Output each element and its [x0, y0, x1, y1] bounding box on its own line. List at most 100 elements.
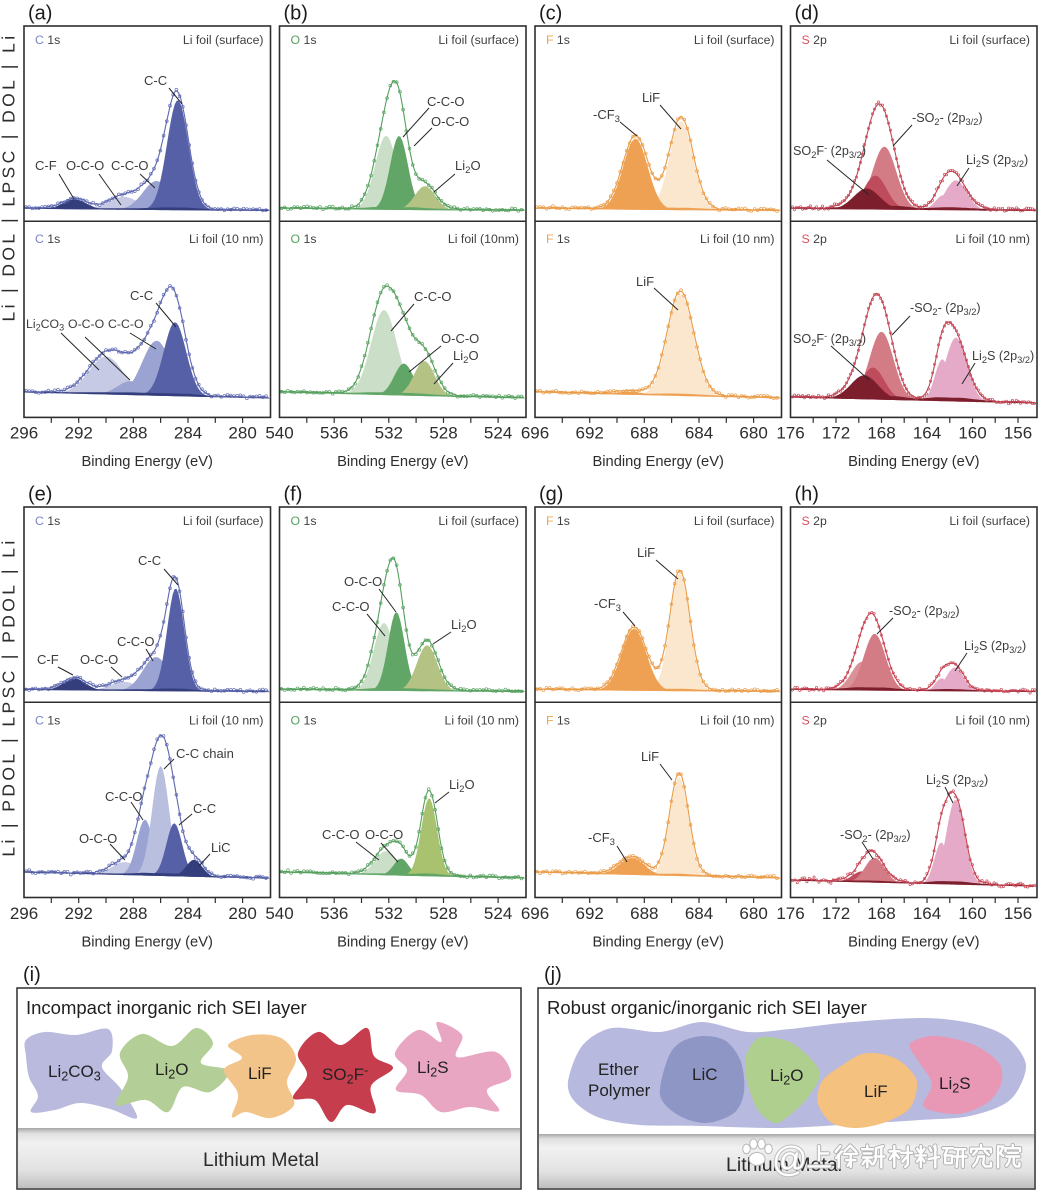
- svg-text:Li foil (surface): Li foil (surface): [438, 33, 519, 47]
- svg-text:O-C-O: O-C-O: [344, 574, 382, 589]
- svg-text:C-F: C-F: [35, 158, 57, 173]
- svg-text:168: 168: [867, 424, 895, 443]
- svg-text:540: 540: [265, 424, 293, 443]
- svg-text:(b): (b): [284, 3, 308, 25]
- svg-text:C-C-O: C-C-O: [117, 634, 155, 649]
- svg-text:Li foil (10 nm): Li foil (10 nm): [189, 232, 264, 246]
- svg-text:O 1s: O 1s: [291, 514, 317, 528]
- svg-text:172: 172: [822, 424, 850, 443]
- svg-text:280: 280: [228, 424, 256, 443]
- svg-text:C-C: C-C: [144, 73, 167, 88]
- svg-text:Robust organic/inorganic rich: Robust organic/inorganic rich SEI layer: [547, 997, 867, 1018]
- svg-text:(a): (a): [28, 3, 52, 25]
- svg-text:O 1s: O 1s: [291, 232, 317, 246]
- svg-text:O 1s: O 1s: [291, 713, 317, 727]
- svg-text:Li2​S (2p3/2​): Li2​S (2p3/2​): [926, 773, 988, 789]
- svg-text:(e): (e): [28, 484, 52, 506]
- svg-text:692: 692: [576, 424, 604, 443]
- svg-text:C-C chain: C-C chain: [176, 746, 234, 761]
- svg-text:Li foil (10nm): Li foil (10nm): [448, 232, 519, 246]
- svg-text:LiF: LiF: [248, 1064, 272, 1083]
- svg-text:Li foil (surface): Li foil (surface): [694, 33, 775, 47]
- svg-text:F 1s: F 1s: [546, 514, 570, 528]
- svg-text:172: 172: [822, 904, 850, 923]
- svg-text:Li foil (10 nm): Li foil (10 nm): [189, 713, 264, 727]
- svg-text:-SO2​- (2p3/2​): -SO2​- (2p3/2​): [912, 111, 983, 127]
- svg-text:296: 296: [10, 904, 38, 923]
- svg-text:C-C-O: C-C-O: [414, 289, 452, 304]
- svg-text:SO2​F-​: SO2​F-​: [322, 1064, 368, 1087]
- svg-text:Li2​O: Li2​O: [455, 158, 481, 176]
- svg-text:C-C: C-C: [130, 288, 153, 303]
- svg-text:Li2​S (2p3/2​): Li2​S (2p3/2​): [966, 153, 1028, 169]
- svg-text:292: 292: [65, 904, 93, 923]
- svg-text:C-C-O: C-C-O: [332, 599, 370, 614]
- svg-text:-SO2​- (2p3/2​): -SO2​- (2p3/2​): [840, 828, 911, 844]
- svg-text:(f): (f): [284, 484, 303, 506]
- svg-text:176: 176: [776, 424, 804, 443]
- svg-text:-SO2​- (2p3/2​): -SO2​- (2p3/2​): [910, 301, 981, 317]
- svg-text:-CF3​: -CF3​: [593, 107, 620, 125]
- svg-text:(i): (i): [23, 964, 41, 986]
- svg-text:Ether: Ether: [598, 1060, 639, 1079]
- svg-text:Li foil (surface): Li foil (surface): [183, 514, 264, 528]
- svg-text:Li2​O: Li2​O: [770, 1066, 803, 1088]
- svg-text:Li foil (10 nm): Li foil (10 nm): [956, 713, 1031, 727]
- svg-text:C-C: C-C: [138, 553, 161, 568]
- svg-text:Li foil (10 nm): Li foil (10 nm): [956, 232, 1031, 246]
- svg-text:292: 292: [65, 424, 93, 443]
- svg-text:528: 528: [429, 424, 457, 443]
- svg-text:Li2​O: Li2​O: [453, 348, 479, 366]
- svg-text:684: 684: [685, 904, 713, 923]
- svg-text:Li2​O: Li2​O: [155, 1060, 188, 1082]
- svg-text:LiF: LiF: [641, 749, 659, 764]
- svg-text:F 1s: F 1s: [546, 232, 570, 246]
- svg-text:LiC: LiC: [211, 840, 231, 855]
- svg-text:Li2​S (2p3/2​): Li2​S (2p3/2​): [964, 639, 1026, 655]
- svg-text:S 2p: S 2p: [802, 33, 827, 47]
- svg-text:Incompact inorganic rich SEI l: Incompact inorganic rich SEI layer: [26, 997, 307, 1018]
- svg-text:LiC: LiC: [692, 1065, 718, 1084]
- svg-text:Li foil (surface): Li foil (surface): [694, 514, 775, 528]
- svg-text:Binding Energy (eV): Binding Energy (eV): [81, 454, 212, 470]
- svg-text:168: 168: [867, 904, 895, 923]
- svg-text:Li2​O: Li2​O: [451, 617, 477, 635]
- svg-text:164: 164: [913, 424, 941, 443]
- svg-text:288: 288: [119, 424, 147, 443]
- svg-text:F 1s: F 1s: [546, 33, 570, 47]
- svg-text:Li2​CO3​: Li2​CO3​: [48, 1062, 101, 1084]
- svg-text:280: 280: [228, 904, 256, 923]
- svg-text:(j): (j): [544, 964, 562, 986]
- svg-text:156: 156: [1004, 904, 1032, 923]
- svg-text:O-C-O: O-C-O: [79, 831, 117, 846]
- svg-text:Li | DOL | LPSC | DOL | Li: Li | DOL | LPSC | DOL | Li: [0, 32, 19, 321]
- svg-text:(h): (h): [795, 484, 819, 506]
- svg-text:164: 164: [913, 904, 941, 923]
- svg-text:S 2p: S 2p: [802, 232, 827, 246]
- svg-text:Li | PDOL | LPSC | PDOL | Li: Li | PDOL | LPSC | PDOL | Li: [0, 537, 19, 856]
- svg-text:S 2p: S 2p: [802, 713, 827, 727]
- svg-text:524: 524: [484, 904, 512, 923]
- svg-text:692: 692: [576, 904, 604, 923]
- svg-text:C-F: C-F: [37, 652, 59, 667]
- svg-text:Binding Energy (eV): Binding Energy (eV): [592, 935, 723, 951]
- svg-text:C 1s: C 1s: [35, 713, 60, 727]
- svg-text:Li foil (surface): Li foil (surface): [949, 514, 1030, 528]
- svg-text:156: 156: [1004, 424, 1032, 443]
- svg-text:O-C-O: O-C-O: [66, 158, 104, 173]
- svg-text:(g): (g): [539, 484, 563, 506]
- svg-text:532: 532: [375, 904, 403, 923]
- svg-text:-CF3​: -CF3​: [594, 596, 621, 614]
- svg-text:160: 160: [958, 904, 986, 923]
- svg-text:288: 288: [119, 904, 147, 923]
- svg-text:536: 536: [320, 904, 348, 923]
- svg-text:284: 284: [174, 904, 202, 923]
- svg-text:Binding Energy (eV): Binding Energy (eV): [848, 935, 979, 951]
- svg-text:Li foil (10 nm): Li foil (10 nm): [445, 713, 520, 727]
- svg-text:C-C-O: C-C-O: [108, 317, 144, 331]
- svg-text:Li foil (surface): Li foil (surface): [438, 514, 519, 528]
- svg-text:Li2​S: Li2​S: [939, 1074, 971, 1096]
- svg-text:532: 532: [375, 424, 403, 443]
- svg-text:C 1s: C 1s: [35, 33, 60, 47]
- svg-text:Li foil (10 nm): Li foil (10 nm): [700, 713, 775, 727]
